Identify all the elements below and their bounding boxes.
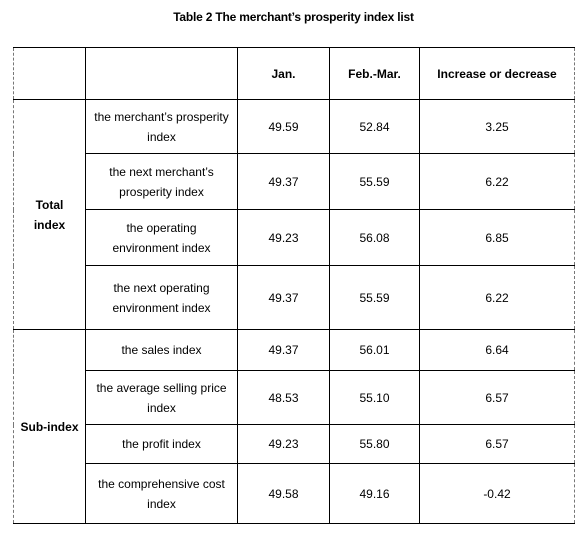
row-change-value: 6.85 bbox=[419, 209, 575, 266]
row-jan-value: 49.23 bbox=[237, 424, 330, 464]
table-row: the profit index 49.23 55.80 6.57 bbox=[14, 424, 575, 464]
table-row: Total index the merchant’s prosperity in… bbox=[13, 99, 575, 330]
table-row: the comprehensive cost index 49.58 49.16… bbox=[14, 463, 575, 524]
row-feb-mar-value: 55.10 bbox=[329, 370, 420, 425]
row-change-value: 6.22 bbox=[419, 153, 575, 210]
row-jan-value: 49.37 bbox=[237, 265, 330, 330]
row-feb-mar-value: 56.08 bbox=[329, 209, 420, 266]
row-jan-value: 49.23 bbox=[237, 209, 330, 266]
header-group-cell bbox=[13, 47, 86, 100]
row-item-label: the profit index bbox=[85, 424, 238, 464]
row-item-label: the operating environment index bbox=[85, 209, 238, 266]
row-jan-value: 48.53 bbox=[237, 370, 330, 425]
row-feb-mar-value: 52.84 bbox=[329, 99, 420, 154]
row-item-label: the next operating environment index bbox=[85, 265, 238, 330]
row-jan-value: 49.58 bbox=[237, 463, 330, 524]
row-change-value: 6.57 bbox=[419, 424, 575, 464]
table-row: Sub-index the sales index 49.37 56.01 6.… bbox=[13, 329, 575, 524]
table-row: the next merchant’s prosperity index 49.… bbox=[14, 153, 575, 210]
row-change-value: 6.64 bbox=[419, 329, 575, 371]
row-change-value: 6.22 bbox=[419, 265, 575, 330]
prosperity-index-table: Jan. Feb.-Mar. Increase or decrease Tota… bbox=[13, 47, 575, 524]
row-feb-mar-value: 49.16 bbox=[329, 463, 420, 524]
row-jan-value: 49.59 bbox=[237, 99, 330, 154]
row-item-label: the average selling price index bbox=[85, 370, 238, 425]
row-jan-value: 49.37 bbox=[237, 153, 330, 210]
header-jan: Jan. bbox=[237, 47, 330, 100]
header-row: Jan. Feb.-Mar. Increase or decrease bbox=[13, 47, 575, 100]
header-feb-mar: Feb.-Mar. bbox=[329, 47, 420, 100]
row-item-label: the next merchant’s prosperity index bbox=[85, 153, 238, 210]
row-item-label: the merchant’s prosperity index bbox=[85, 99, 238, 154]
row-item-label: the comprehensive cost index bbox=[85, 463, 238, 524]
row-feb-mar-value: 55.80 bbox=[329, 424, 420, 464]
row-change-value: 6.57 bbox=[419, 370, 575, 425]
table-row: the next operating environment index 49.… bbox=[14, 265, 575, 330]
row-change-value: 3.25 bbox=[419, 99, 575, 154]
group-label-total-index: Total index bbox=[13, 99, 86, 330]
row-feb-mar-value: 56.01 bbox=[329, 329, 420, 371]
row-feb-mar-value: 55.59 bbox=[329, 153, 420, 210]
row-change-value: -0.42 bbox=[419, 463, 575, 524]
table-row: the average selling price index 48.53 55… bbox=[14, 370, 575, 425]
header-increase-decrease: Increase or decrease bbox=[419, 47, 575, 100]
group-label-sub-index: Sub-index bbox=[13, 329, 86, 524]
row-feb-mar-value: 55.59 bbox=[329, 265, 420, 330]
table-row: the operating environment index 49.23 56… bbox=[14, 209, 575, 266]
table-caption: Table 2 The merchant’s prosperity index … bbox=[173, 10, 414, 24]
header-item-cell bbox=[85, 47, 238, 100]
row-jan-value: 49.37 bbox=[237, 329, 330, 371]
row-item-label: the sales index bbox=[85, 329, 238, 371]
